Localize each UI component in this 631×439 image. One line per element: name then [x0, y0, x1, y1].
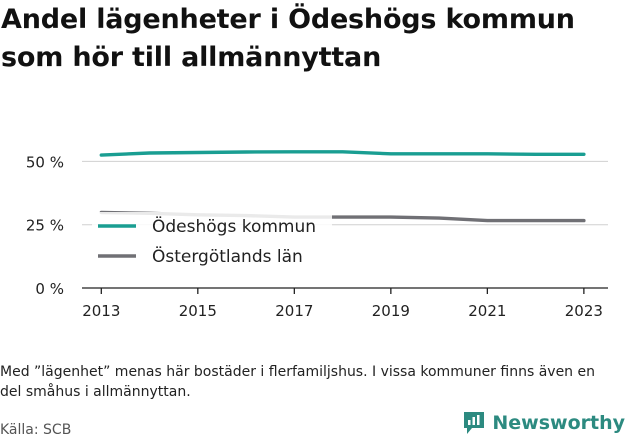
x-tick-label: 2015 — [179, 302, 217, 320]
x-tick-label: 2019 — [372, 302, 410, 320]
x-tick-label: 2017 — [275, 302, 313, 320]
legend-label: Ödeshögs kommun — [152, 215, 316, 237]
series-lines — [99, 150, 586, 223]
x-tick-label: 2013 — [82, 302, 120, 320]
y-tick-label: 25 % — [26, 217, 64, 235]
x-axis: 2013 2015 2017 2019 2021 2023 — [82, 287, 608, 320]
footnote: Med ”lägenhet” menas här bostäder i fler… — [0, 364, 595, 400]
y-tick-label: 0 % — [35, 280, 64, 298]
line-chart: 0 % 25 % 50 % 2013 2015 2017 2019 2021 2023 Öde… — [26, 150, 608, 320]
x-tick-label: 2023 — [565, 302, 603, 320]
y-axis: 0 % 25 % 50 % — [26, 153, 64, 298]
series-line — [99, 150, 586, 157]
brand-name: Newsworthy — [492, 412, 625, 434]
x-tick-label: 2021 — [468, 302, 506, 320]
legend-label: Östergötlands län — [152, 245, 303, 267]
legend-background — [92, 212, 332, 270]
newsworthy-icon — [464, 412, 485, 434]
source-label: Källa: SCB — [0, 422, 72, 438]
legend: Ödeshögs kommun Östergötlands län — [92, 212, 332, 270]
y-tick-label: 50 % — [26, 153, 64, 171]
chart-title: Andel lägenheter i Ödeshögs kommun som h… — [1, 4, 575, 73]
brand-logo[interactable]: Newsworthy — [462, 407, 625, 439]
